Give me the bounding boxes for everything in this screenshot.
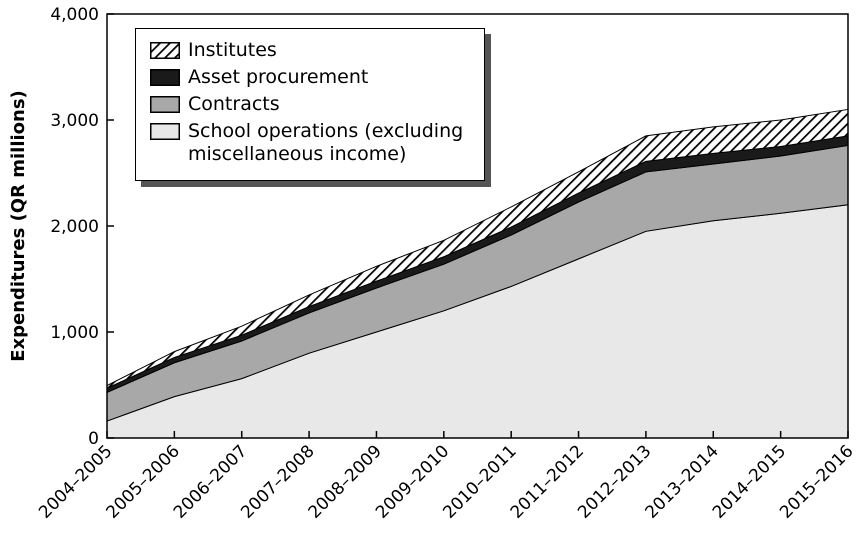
legend-entry: Contracts bbox=[150, 93, 484, 116]
legend-label: Asset procurement bbox=[188, 66, 369, 88]
y-tick-label: 1,000 bbox=[50, 323, 99, 343]
y-axis-title: Expenditures (QR millions) bbox=[8, 90, 29, 362]
y-tick-label: 4,000 bbox=[50, 5, 99, 25]
y-tick-label: 2,000 bbox=[50, 217, 99, 237]
legend-entry: Institutes bbox=[150, 39, 484, 62]
legend-swatch bbox=[150, 42, 180, 59]
legend-label: Contracts bbox=[188, 93, 280, 115]
legend-swatch bbox=[150, 69, 180, 86]
y-tick-label: 3,000 bbox=[50, 111, 99, 131]
legend-entry: School operations (excluding miscellaneo… bbox=[150, 120, 484, 166]
legend-entry: Asset procurement bbox=[150, 66, 484, 89]
y-tick-label: 0 bbox=[88, 429, 99, 449]
legend-swatch bbox=[150, 123, 180, 140]
legend-label: School operations (excluding miscellaneo… bbox=[188, 120, 464, 165]
legend-swatch bbox=[150, 96, 180, 113]
legend-label: Institutes bbox=[188, 39, 277, 61]
legend: Institutes Asset procurement Contracts Scho… bbox=[135, 28, 485, 181]
x-tick-label: 2015–2016 bbox=[776, 441, 857, 522]
